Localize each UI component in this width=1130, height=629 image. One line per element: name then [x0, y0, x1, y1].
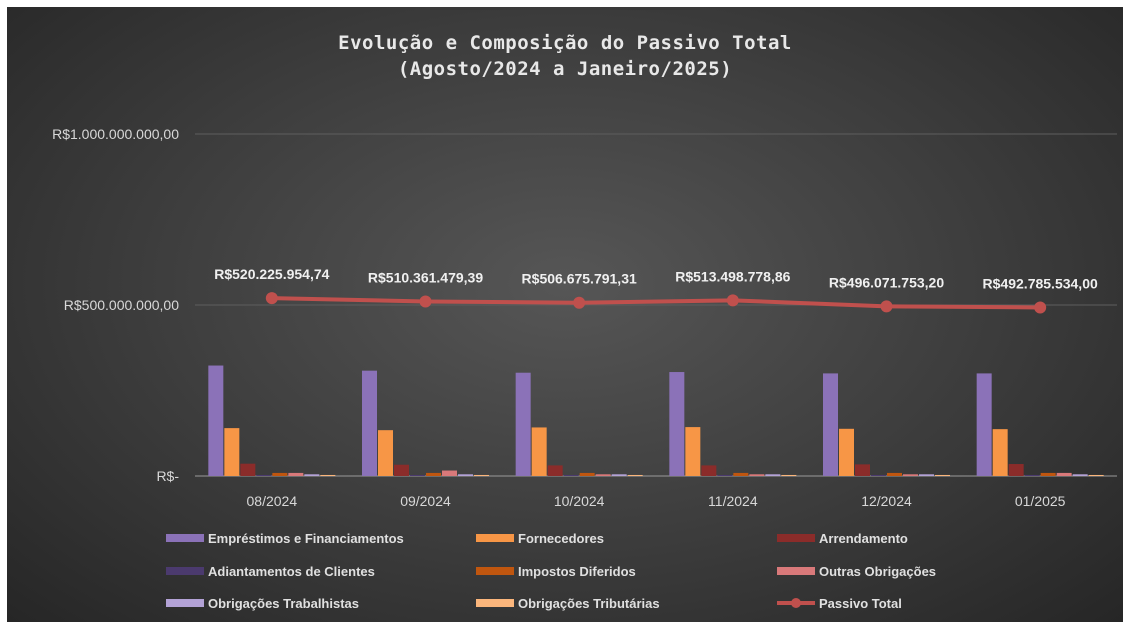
bar — [426, 472, 441, 476]
x-tick-label: 10/2024 — [554, 493, 605, 509]
bar — [976, 373, 992, 476]
bar — [595, 474, 611, 476]
legend-swatch — [166, 567, 204, 575]
bar-marks — [208, 365, 1104, 476]
bar — [394, 464, 409, 476]
bar — [442, 470, 457, 476]
bar — [992, 429, 1008, 476]
chart-area: Evolução e Composição do Passivo Total (… — [7, 7, 1123, 622]
x-tick-label: 12/2024 — [861, 493, 912, 509]
bar — [887, 472, 902, 476]
legend-label: Fornecedores — [518, 531, 604, 546]
chart-subtitle: (Agosto/2024 a Janeiro/2025) — [398, 58, 732, 80]
y-tick-label: R$500.000.000,00 — [64, 297, 179, 313]
bar — [733, 472, 749, 476]
line-point — [1034, 301, 1047, 314]
bar — [919, 474, 934, 476]
passivo-total-line — [271, 296, 1041, 310]
bar — [685, 427, 701, 476]
bar — [320, 474, 336, 476]
bar — [717, 474, 733, 476]
bar — [531, 427, 547, 476]
legend-label: Adiantamentos de Clientes — [208, 564, 375, 579]
data-label: R$513.498.778,86 — [675, 268, 790, 284]
legend: Empréstimos e Financiamentos Fornecedores… — [166, 531, 936, 611]
legend-swatch — [777, 567, 815, 575]
bar — [272, 472, 288, 476]
bar — [871, 474, 886, 476]
bar — [362, 370, 377, 476]
bar — [288, 472, 304, 476]
y-axis: R$- R$500.000.000,00 R$1.000.000.000,00 — [52, 126, 179, 484]
x-axis: 08/2024 09/2024 10/2024 11/2024 12/2024 01/20… — [247, 493, 1066, 509]
y-tick-label: R$1.000.000.000,00 — [52, 126, 179, 142]
bar — [903, 474, 918, 476]
bar — [823, 373, 838, 476]
line-point — [419, 295, 432, 308]
x-tick-label: 01/2025 — [1015, 493, 1066, 509]
bar — [547, 465, 563, 476]
bar — [224, 428, 240, 476]
legend-label: Arrendamento — [819, 531, 908, 546]
bar — [1056, 472, 1072, 476]
bar — [749, 474, 765, 476]
legend-swatch — [777, 534, 815, 542]
legend-label: Obrigações Trabalhistas — [208, 596, 359, 611]
bar — [474, 474, 489, 476]
bar — [669, 372, 685, 476]
bar — [1040, 472, 1056, 476]
x-tick-label: 08/2024 — [247, 493, 298, 509]
data-label: R$510.361.479,39 — [368, 269, 483, 285]
bar — [304, 474, 320, 476]
bar — [1024, 474, 1040, 476]
data-label: R$520.225.954,74 — [214, 266, 329, 282]
bar — [1088, 474, 1104, 476]
data-label: R$492.785.534,00 — [983, 275, 1098, 291]
bar — [935, 474, 950, 476]
legend-label: Impostos Diferidos — [518, 564, 636, 579]
bar — [515, 372, 531, 476]
bar — [1008, 464, 1024, 476]
line-series: R$520.225.954,74 R$510.361.479,39 R$506.67… — [214, 266, 1098, 314]
legend-swatch — [476, 599, 514, 607]
x-tick-label: 11/2024 — [708, 493, 758, 509]
bar — [458, 474, 473, 476]
bar — [855, 464, 870, 476]
x-tick-label: 09/2024 — [400, 493, 451, 509]
legend-swatch — [476, 534, 514, 542]
line-point — [573, 296, 586, 309]
legend-label: Outras Obrigações — [819, 564, 936, 579]
bar — [1072, 474, 1088, 476]
bar — [627, 474, 643, 476]
legend-swatch — [476, 567, 514, 575]
line-point — [726, 294, 739, 307]
y-tick-label: R$- — [156, 468, 179, 484]
bar — [611, 474, 627, 476]
legend-label: Empréstimos e Financiamentos — [208, 531, 404, 546]
bar — [839, 428, 854, 476]
chart-title: Evolução e Composição do Passivo Total — [338, 32, 792, 54]
bar — [256, 474, 272, 476]
bar — [781, 474, 797, 476]
legend-swatch — [166, 599, 204, 607]
bar — [701, 465, 717, 476]
bar — [579, 472, 595, 476]
line-point — [265, 292, 278, 305]
legend-label: Passivo Total — [819, 596, 902, 611]
bar — [378, 430, 393, 476]
bar — [563, 474, 579, 476]
bar — [410, 474, 425, 476]
legend-marker — [791, 598, 801, 608]
data-label: R$506.675.791,31 — [522, 271, 637, 287]
legend-label: Obrigações Tributárias — [518, 596, 660, 611]
bar — [208, 365, 224, 476]
legend-swatch — [166, 534, 204, 542]
chart-svg: Evolução e Composição do Passivo Total (… — [52, 32, 1117, 611]
bar — [240, 463, 256, 476]
data-label: R$496.071.753,20 — [829, 274, 944, 290]
line-point — [880, 300, 893, 313]
bar — [765, 474, 781, 476]
